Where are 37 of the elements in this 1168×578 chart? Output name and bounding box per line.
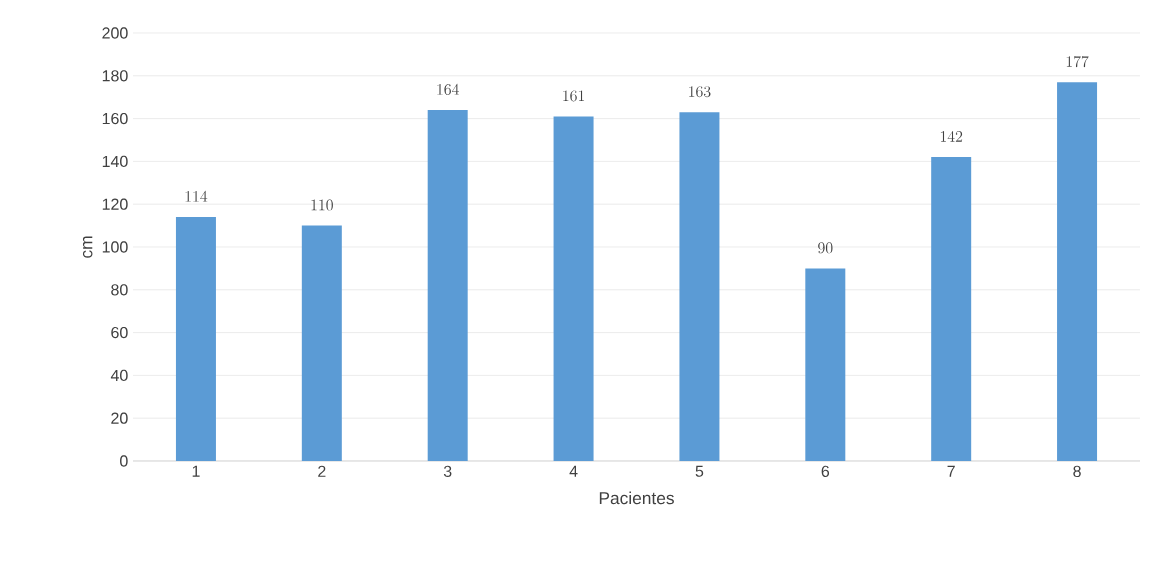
x-tick-label: 3 [443,465,452,478]
x-axis-title: Pacientes [599,491,674,505]
x-tick-label: 4 [569,465,578,477]
y-axis-title: cm [82,236,93,258]
y-tick-label: 20 [111,412,128,424]
bar [679,112,720,461]
x-tick-label: 1 [192,465,200,477]
data-label: 163 [689,86,711,98]
y-tick-label: 180 [102,70,128,82]
bar [805,268,846,461]
bar [931,157,972,461]
x-tick-label: 2 [318,465,326,477]
bar [427,110,468,461]
x-tick-label: 6 [821,465,830,478]
y-tick-label: 120 [102,198,128,210]
y-tick-label: 100 [102,241,128,253]
bar [175,217,216,461]
data-label: 90 [818,242,833,254]
y-tick-label: 80 [111,284,128,296]
bar [553,116,594,461]
data-label: 161 [563,90,585,102]
bar [301,225,342,461]
data-label: 110 [311,199,333,211]
y-tick-label: 200 [102,27,128,39]
data-label: 142 [940,130,963,142]
y-tick-label: 160 [102,112,128,125]
data-label: 114 [185,190,208,202]
data-label: 164 [437,83,459,95]
bar [1057,82,1098,461]
data-label: 177 [1066,56,1089,68]
y-tick-label: 140 [102,155,128,168]
y-tick-label: 0 [120,455,128,467]
y-tick-label: 40 [110,369,128,382]
x-tick-label: 7 [947,465,955,477]
x-tick-label: 8 [1073,465,1081,478]
y-tick-label: 60 [111,326,128,339]
x-tick-label: 5 [695,465,704,477]
